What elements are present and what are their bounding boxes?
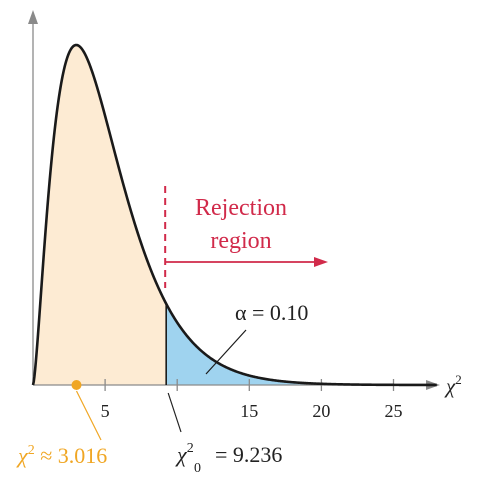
- x-tick-label: 20: [312, 401, 330, 421]
- critical-value-leader-line: [167, 392, 182, 433]
- non-rejection-area: [33, 45, 167, 385]
- alpha-label: α = 0.10: [235, 300, 308, 325]
- test-statistic-leader-line: [75, 390, 102, 441]
- rejection-label-line2: region: [210, 228, 271, 254]
- x-tick-label: 15: [240, 401, 258, 421]
- x-axis-label: χ2: [444, 372, 462, 398]
- test-statistic-label: χ2 ≈ 3.016: [16, 443, 107, 468]
- rejection-arrowhead: [314, 257, 328, 267]
- critical-value-label: χ20= 9.236: [175, 441, 282, 476]
- rejection-label-line1: Rejection: [195, 195, 287, 221]
- x-tick-label: 25: [385, 401, 403, 421]
- rejection-tail-area: [166, 303, 437, 385]
- density-curve: [31, 43, 437, 387]
- alpha-leader-line: [205, 329, 247, 375]
- x-axis-ticks: 5 15 20 25: [101, 379, 403, 421]
- test-statistic-point: [71, 380, 82, 390]
- y-axis-arrowhead: [28, 10, 38, 24]
- x-tick-label: 5: [101, 401, 110, 421]
